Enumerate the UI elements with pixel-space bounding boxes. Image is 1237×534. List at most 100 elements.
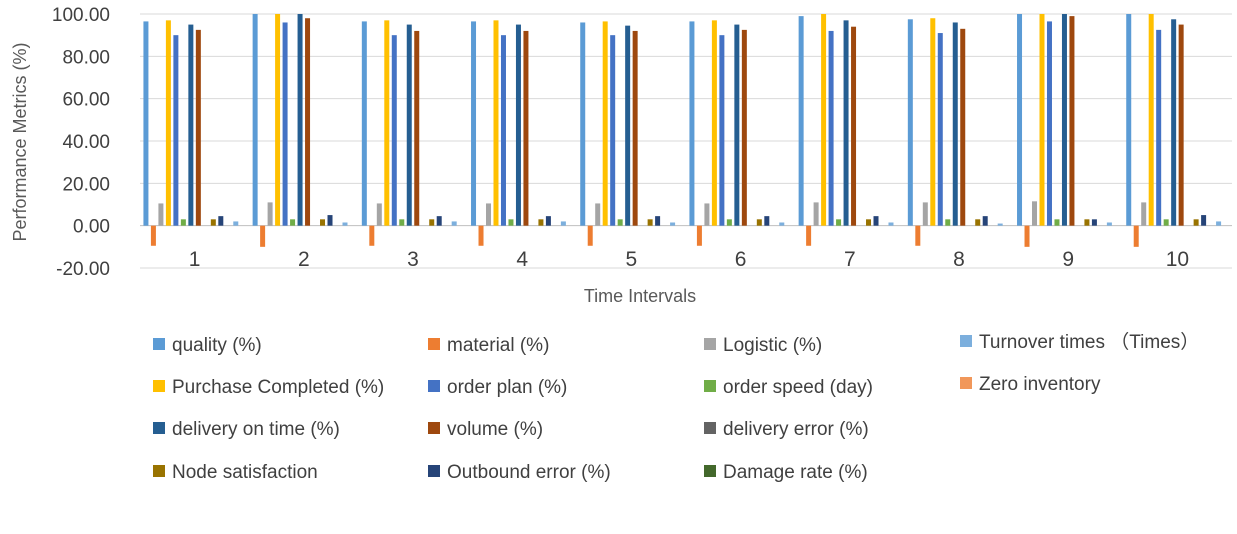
legend-swatch	[704, 465, 716, 477]
x-tick-label: 9	[1062, 248, 1074, 271]
bar	[260, 225, 266, 247]
y-axis-ticks: -20.00 0.00 20.00 40.00 60.00 80.00 100.00	[52, 5, 110, 280]
bar	[376, 203, 382, 226]
bar	[538, 219, 544, 226]
legend-label: delivery error (%)	[723, 419, 869, 440]
bar	[252, 14, 258, 226]
bar	[545, 216, 551, 226]
bar	[779, 222, 785, 226]
bar	[888, 222, 894, 226]
bar	[851, 26, 857, 226]
bar	[305, 18, 311, 226]
bar	[756, 219, 762, 226]
bar	[945, 219, 951, 226]
bar	[1156, 29, 1162, 226]
bar	[764, 216, 770, 226]
bar	[828, 30, 834, 226]
bar	[587, 225, 593, 246]
y-tick-label: -20.00	[56, 259, 110, 280]
bar	[734, 24, 740, 226]
bar	[267, 202, 273, 226]
bar	[1046, 21, 1052, 226]
x-tick-label: 5	[626, 248, 638, 271]
bar	[1193, 219, 1199, 226]
bar	[866, 219, 872, 226]
bar	[414, 30, 420, 226]
legend-label: Zero inventory	[979, 374, 1101, 395]
legend-label: quality (%)	[172, 335, 262, 356]
x-tick-label: 7	[844, 248, 856, 271]
bar	[907, 19, 913, 226]
bar	[180, 219, 186, 226]
bar	[821, 14, 827, 226]
bar	[960, 28, 966, 226]
legend-swatch	[428, 465, 440, 477]
bar	[873, 216, 879, 226]
bar	[158, 203, 164, 226]
bar	[580, 22, 586, 226]
legend-label: order speed (day)	[723, 377, 873, 398]
y-axis-title: Performance Metrics (%)	[10, 42, 30, 241]
legend-label: Node satisfaction	[172, 462, 318, 483]
legend-swatch	[428, 338, 440, 350]
bar	[798, 16, 804, 226]
bar	[741, 29, 747, 226]
bars	[143, 14, 1222, 247]
bar	[655, 216, 661, 226]
legend-label: Purchase Completed (%)	[172, 377, 384, 398]
legend-swatch	[153, 465, 165, 477]
legend-label: delivery on time (%)	[172, 419, 340, 440]
bar	[1032, 201, 1038, 226]
bar	[632, 30, 638, 226]
bar	[1216, 221, 1222, 226]
bar	[610, 35, 616, 226]
bar	[1178, 24, 1184, 226]
legend-label: volume (%)	[447, 419, 543, 440]
bar	[436, 216, 442, 226]
bar	[508, 219, 514, 226]
bar	[1061, 14, 1067, 226]
bar	[429, 219, 435, 226]
x-tick-label: 6	[735, 248, 747, 271]
bar	[275, 14, 281, 226]
bar	[406, 24, 412, 226]
bar	[195, 29, 201, 226]
bar	[320, 219, 326, 226]
legend-label: Logistic (%)	[723, 335, 822, 356]
y-tick-label: 40.00	[62, 132, 110, 153]
bar	[625, 25, 631, 226]
x-tick-label: 8	[953, 248, 965, 271]
bar	[1106, 222, 1112, 226]
bar	[515, 24, 521, 226]
bar	[711, 20, 717, 226]
bar	[391, 35, 397, 226]
bar	[290, 219, 296, 226]
bar	[165, 20, 171, 226]
bar	[915, 225, 921, 246]
bar	[836, 219, 842, 226]
bar	[173, 35, 179, 226]
x-tick-label: 4	[516, 248, 528, 271]
bar	[704, 203, 710, 226]
y-tick-label: 0.00	[73, 217, 110, 238]
bar	[493, 20, 499, 226]
grid-lines	[140, 13, 1232, 269]
legend-swatch	[153, 422, 165, 434]
bar	[719, 35, 725, 226]
legend-swatch	[704, 422, 716, 434]
bar	[188, 24, 194, 226]
bar	[670, 222, 676, 226]
bar	[471, 21, 477, 226]
bar	[1084, 219, 1090, 226]
bar	[1133, 225, 1139, 247]
x-tick-label: 2	[298, 248, 310, 271]
legend-label: Outbound error (%)	[447, 462, 611, 483]
bar	[500, 35, 506, 226]
bar	[282, 22, 288, 226]
x-axis-ticks: 1 2 3 4 5 6 7 8 9 10	[189, 248, 1189, 271]
bar	[1126, 14, 1132, 226]
bar	[233, 221, 239, 226]
bar	[937, 33, 943, 226]
bar	[150, 225, 156, 246]
bar	[478, 225, 484, 246]
